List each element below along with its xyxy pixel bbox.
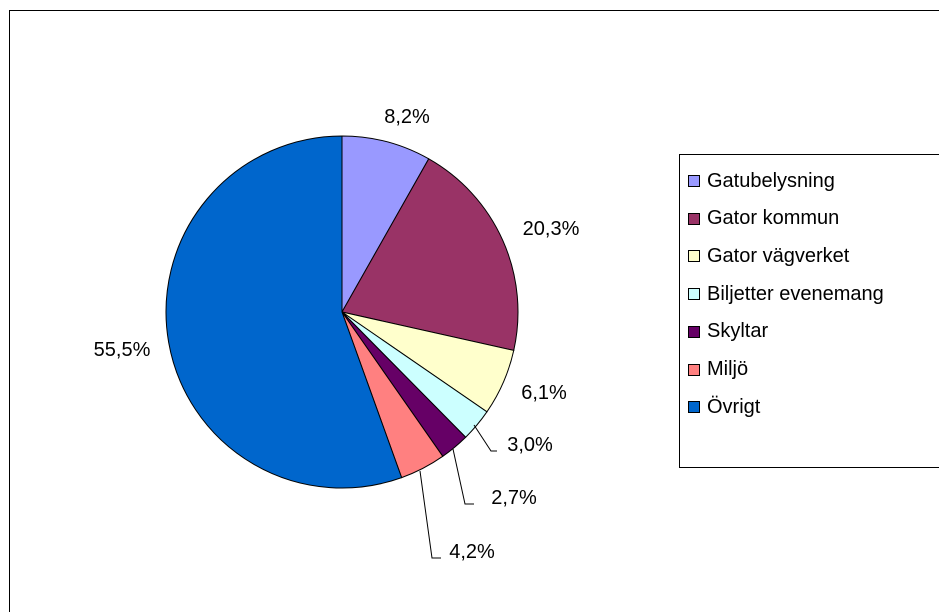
legend-label: Gator vägverket [707, 244, 850, 267]
legend-swatch [688, 401, 700, 414]
chart-area [9, 10, 939, 612]
legend-label: Biljetter evenemang [707, 282, 884, 305]
legend-swatch [688, 175, 700, 187]
legend-item: Övrigt [688, 395, 760, 419]
data-label-3: 6,1% [521, 382, 567, 404]
legend-swatch [688, 212, 700, 225]
legend-item: Biljetter evenemang [688, 282, 884, 306]
data-label-4: 3,0% [507, 434, 553, 456]
legend-swatch [688, 325, 700, 338]
data-label-6: 4,2% [449, 541, 495, 563]
legend-swatch [688, 288, 700, 301]
legend-item: Skyltar [688, 320, 768, 344]
pie-slice-2 [341, 158, 519, 351]
legend-label: Övrigt [707, 395, 761, 418]
legend-item: Gator kommun [688, 207, 839, 231]
data-label-5: 2,7% [491, 487, 537, 509]
data-label-1: 8,2% [384, 106, 430, 128]
legend-label: Gatubelysning [707, 169, 835, 192]
legend-label: Gator kommun [707, 207, 840, 230]
leader-line-6 [419, 470, 441, 559]
legend-swatch [688, 363, 700, 376]
pie-slice-1 [341, 135, 430, 314]
pie-slice-7 [165, 135, 403, 489]
legend-item: Gator vägverket [688, 244, 849, 268]
legend-item: Miljö [688, 358, 748, 382]
legend-swatch [688, 250, 700, 263]
chart-legend: Gatubelysning Gator kommun Gator vägverket… [679, 154, 939, 468]
legend-item: Gatubelysning [688, 169, 835, 193]
leader-line-4 [473, 424, 497, 452]
data-label-7: 55,5% [94, 339, 151, 361]
data-label-2: 20,3% [523, 218, 580, 240]
leader-line-5 [452, 448, 474, 505]
legend-label: Skyltar [707, 320, 769, 343]
legend-label: Miljö [707, 358, 749, 380]
